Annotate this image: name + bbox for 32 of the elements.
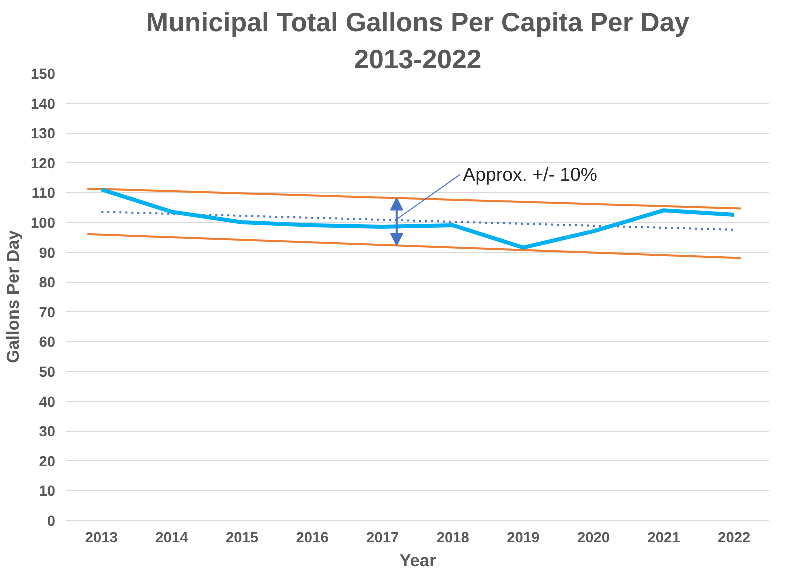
x-tick-label: 2017	[366, 530, 400, 546]
y-tick-label: 80	[39, 276, 56, 292]
y-tick-label: 110	[32, 186, 56, 202]
y-tick-label: 70	[39, 305, 56, 322]
y-tick-label: 50	[39, 365, 56, 381]
y-tick-label: 10	[39, 484, 56, 500]
y-tick-label: 0	[47, 514, 56, 530]
y-tick-label: 100	[31, 216, 56, 232]
y-tick-label: 130	[31, 126, 56, 143]
x-tick-label: 2020	[577, 530, 610, 546]
annotation: Approx. +/- 10%	[463, 164, 598, 185]
chart-title: Municipal Total Gallons Per Capita Per Day	[146, 8, 690, 38]
y-tick-label: 20	[39, 454, 56, 470]
y-tick-label: 40	[39, 394, 56, 411]
x-tick-label: 2015	[226, 530, 259, 546]
y-tick-label: 140	[31, 96, 56, 113]
x-tick-label: 2014	[156, 530, 190, 546]
y-tick-label: 120	[31, 156, 56, 172]
y-axis-title: Gallons Per Day	[3, 230, 24, 364]
chart-subtitle: 2013-2022	[354, 44, 482, 74]
x-tick-label: 2019	[507, 530, 540, 546]
y-tick-label: 90	[39, 246, 56, 262]
x-tick-label: 2016	[296, 530, 329, 546]
line-series	[100, 188, 736, 250]
y-tick-label: 60	[39, 335, 56, 352]
y-tick-label: 30	[39, 424, 56, 441]
x-tick-label: 2018	[436, 530, 470, 546]
x-tick-label: 2021	[648, 530, 680, 546]
x-axis-title: Year	[400, 550, 437, 570]
x-tick-label: 2022	[718, 530, 751, 546]
y-tick-label: 150	[31, 67, 56, 83]
x-tick-label: 2013	[85, 530, 118, 546]
